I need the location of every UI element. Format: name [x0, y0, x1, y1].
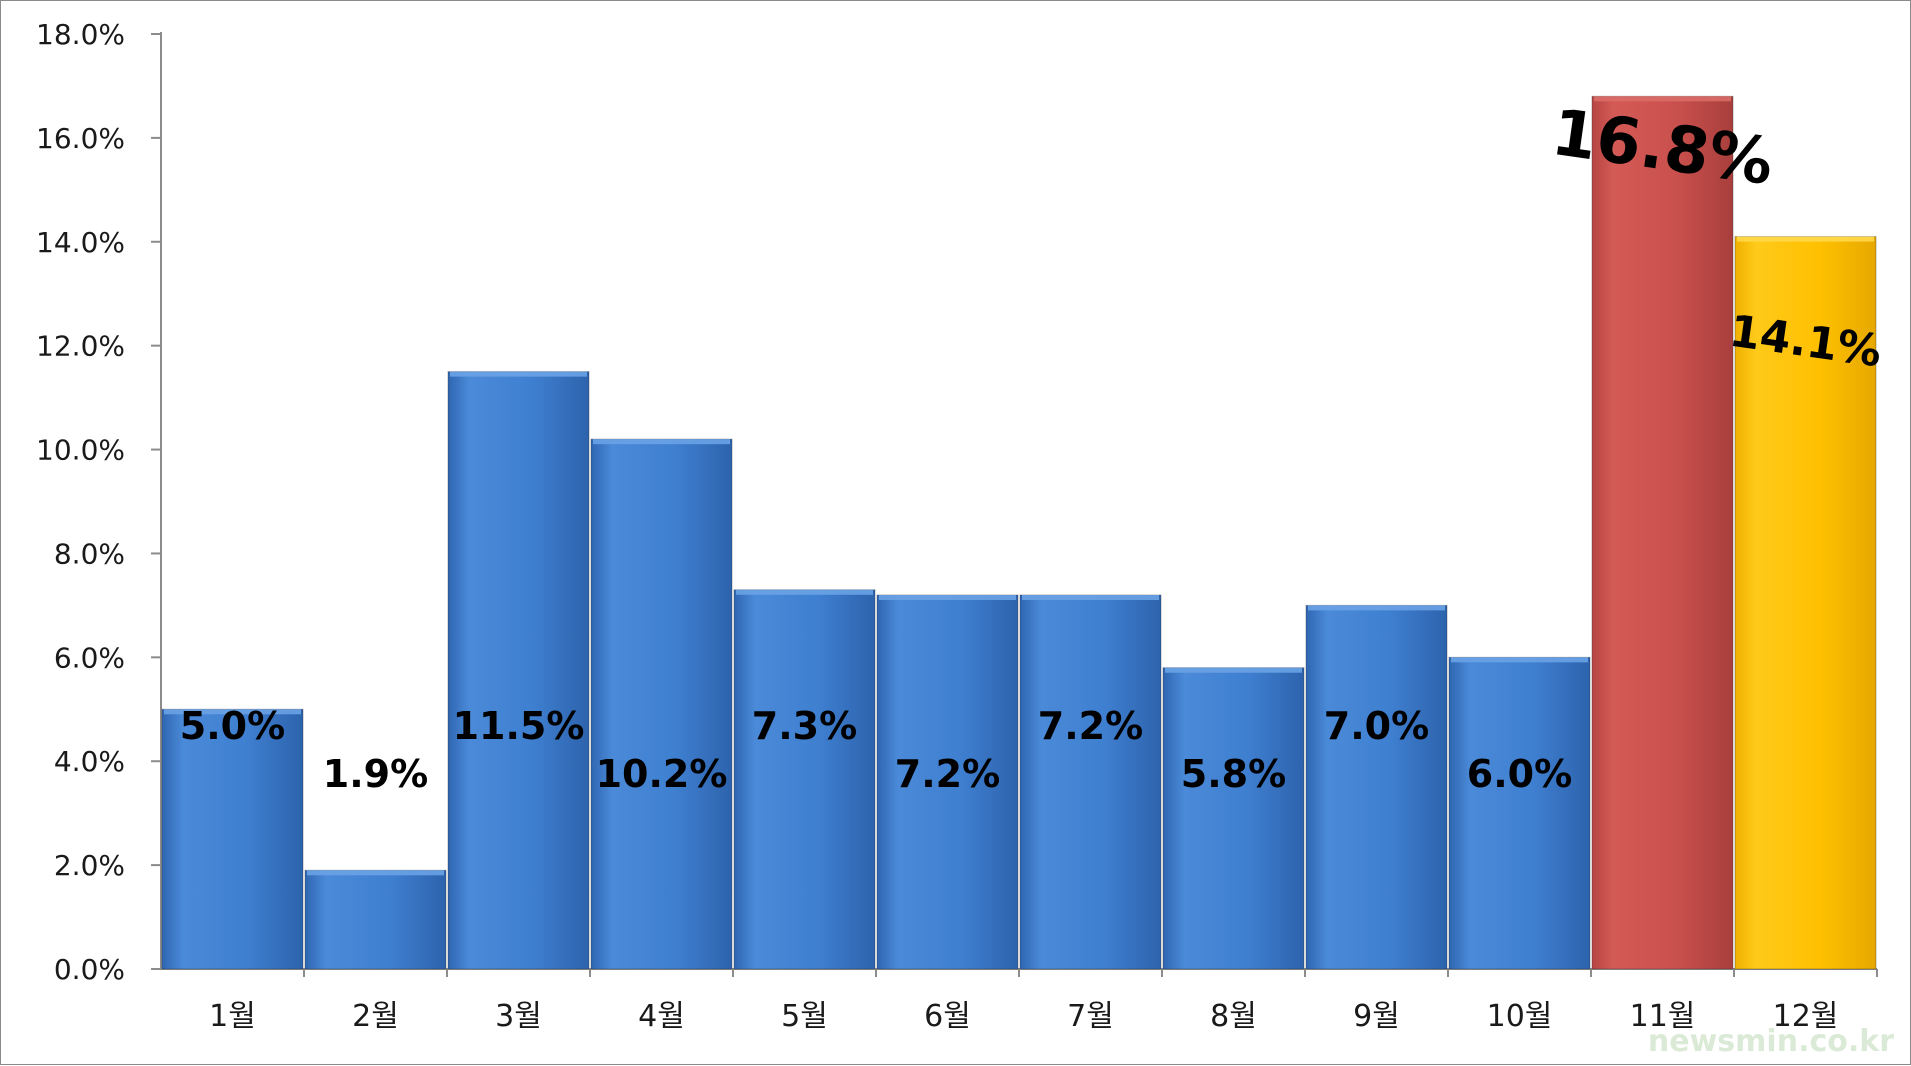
bar: [876, 594, 1019, 970]
data-label: 16.8%: [1547, 96, 1777, 200]
bar: [733, 589, 876, 970]
bar-top-highlight: [1308, 605, 1445, 611]
data-label: 5.0%: [180, 704, 285, 748]
bar: [1734, 236, 1877, 970]
x-tick-label: 6월: [924, 999, 971, 1034]
x-tick-label: 2월: [352, 999, 399, 1034]
x-tick-label: 11월: [1630, 999, 1696, 1034]
y-tick-label: 2.0%: [54, 849, 125, 882]
data-label: 7.2%: [895, 752, 1000, 796]
y-tick-label: 18.0%: [36, 18, 125, 51]
x-tick-label: 5월: [781, 999, 828, 1034]
data-labels-group: 5.0% 1.9% 11.5%10.2% 7.3% 7.2% 7.2% 5.8% 7.0% 6.…: [180, 96, 1885, 796]
bar: [590, 438, 733, 970]
y-tick-label: 12.0%: [36, 330, 125, 363]
data-label: 11.5%: [453, 704, 585, 748]
x-tick-label: 3월: [495, 999, 542, 1034]
bar-top-highlight: [593, 439, 730, 445]
bar: [161, 708, 304, 970]
bar: [1305, 604, 1448, 970]
bar-top-highlight: [1165, 667, 1302, 673]
axes: 0.0% 2.0% 4.0% 6.0% 8.0% 10.0% 12.0% 14.0% 16.0%…: [36, 18, 1878, 1034]
bar-top-highlight: [879, 595, 1016, 600]
x-tick-label: 1월: [209, 999, 256, 1034]
bar-top-highlight: [1451, 657, 1588, 663]
data-label: 10.2%: [596, 752, 728, 796]
bar: [1019, 594, 1162, 970]
data-label: 6.0%: [1467, 752, 1572, 796]
y-tick-label: 4.0%: [54, 745, 125, 778]
data-label: 7.3%: [752, 704, 857, 748]
bar-top-highlight: [1022, 595, 1159, 600]
bars-group: [161, 95, 1877, 970]
data-label: 5.8%: [1181, 752, 1286, 796]
y-tick-label: 14.0%: [36, 226, 125, 259]
bar: [1162, 667, 1305, 970]
bar: [447, 371, 590, 970]
bar-top-highlight: [164, 709, 301, 715]
watermark-text: newsmin.co.kr: [1648, 1024, 1894, 1059]
x-tick-label: 12월: [1773, 999, 1839, 1034]
bar: [304, 869, 447, 970]
bar-top-highlight: [307, 870, 444, 876]
bar: [1448, 656, 1591, 970]
bar-top-highlight: [1594, 96, 1731, 102]
bar: [1591, 95, 1734, 970]
y-tick-label: 8.0%: [54, 537, 125, 570]
data-label: 7.0%: [1324, 704, 1429, 748]
x-tick-label: 7월: [1067, 999, 1114, 1034]
bar-top-highlight: [736, 589, 873, 595]
x-tick-label: 10월: [1487, 999, 1553, 1034]
bar-top-highlight: [1737, 236, 1874, 242]
data-label: 7.2%: [1038, 704, 1143, 748]
y-tick-label: 10.0%: [36, 434, 125, 467]
y-tick-label: 16.0%: [36, 122, 125, 155]
x-tick-label: 4월: [638, 999, 685, 1034]
x-tick-label: 9월: [1353, 999, 1400, 1034]
data-label: 1.9%: [323, 752, 428, 796]
y-tick-label: 6.0%: [54, 641, 125, 674]
y-tick-label: 0.0%: [54, 953, 125, 986]
x-tick-label: 8월: [1210, 999, 1257, 1034]
bar-top-highlight: [450, 371, 587, 377]
